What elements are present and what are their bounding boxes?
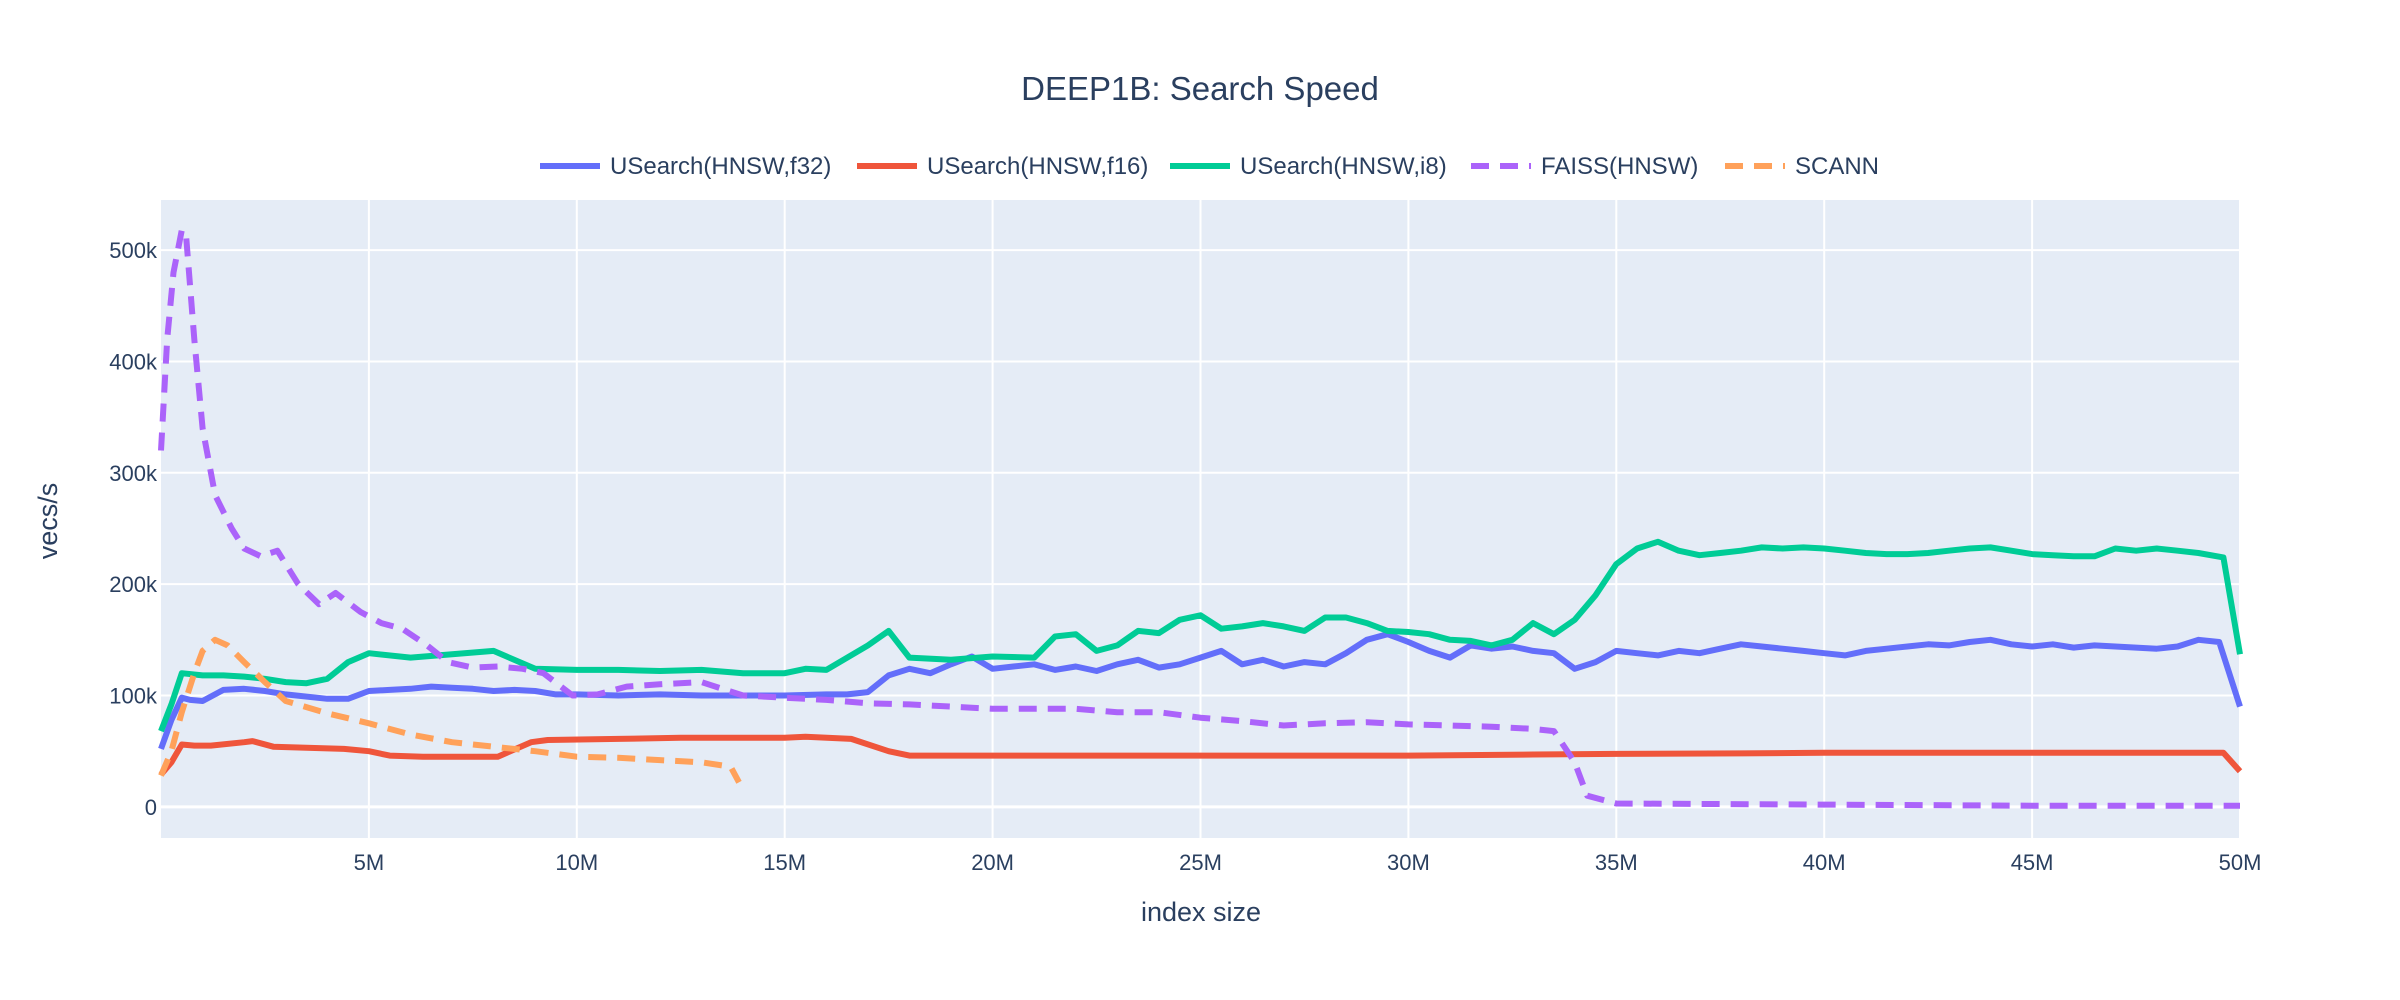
x-tick-label: 20M	[971, 850, 1014, 875]
y-axis-title: vecs/s	[33, 483, 63, 560]
legend-label: USearch(HNSW,f32)	[610, 153, 831, 180]
y-tick-label: 400k	[109, 349, 158, 374]
legend-item-usearch-hnsw-f16[interactable]: USearch(HNSW,f16)	[857, 153, 1148, 180]
series-line-usearch-hnsw-f16	[158, 733, 2243, 777]
y-tick-label: 500k	[109, 238, 158, 263]
legend-item-usearch-hnsw-i8[interactable]: USearch(HNSW,i8)	[1170, 153, 1447, 180]
legend-label: SCANN	[1795, 153, 1879, 180]
x-tick-label: 30M	[1387, 850, 1430, 875]
x-tick-label: 25M	[1179, 850, 1222, 875]
x-tick-label: 15M	[763, 850, 806, 875]
x-tick-label: 40M	[1803, 850, 1846, 875]
chart-title: DEEP1B: Search Speed	[1021, 70, 1379, 107]
series-line-scann	[158, 636, 742, 784]
y-tick-label: 300k	[109, 461, 158, 486]
legend-label: USearch(HNSW,i8)	[1240, 153, 1447, 180]
x-tick-label: 10M	[555, 850, 598, 875]
x-tick-label: 5M	[354, 850, 385, 875]
legend: USearch(HNSW,f32) USearch(HNSW,f16) USearc…	[540, 153, 1879, 180]
x-tick-label: 50M	[2219, 850, 2262, 875]
x-tick-label: 45M	[2011, 850, 2054, 875]
series-line-usearch-hnsw-i8	[158, 538, 2243, 733]
x-gridlines	[367, 200, 2241, 838]
y-tick-label: 200k	[109, 572, 158, 597]
legend-label: USearch(HNSW,f16)	[927, 153, 1148, 180]
legend-item-usearch-hnsw-f32[interactable]: USearch(HNSW,f32)	[540, 153, 831, 180]
series-layer	[158, 227, 2243, 809]
x-axis-ticks: 5M 10M 15M 20M 25M 30M 35M 40M 45M 50M	[354, 850, 2262, 875]
y-axis-ticks: 0 100k 200k 300k 400k 500k	[109, 238, 158, 820]
legend-item-scann[interactable]: SCANN	[1725, 153, 1879, 180]
series-line-faiss-hnsw	[158, 227, 2240, 809]
legend-item-faiss-hnsw[interactable]: FAISS(HNSW)	[1471, 153, 1698, 180]
x-axis-title: index size	[1141, 897, 1261, 927]
legend-label: FAISS(HNSW)	[1541, 153, 1698, 180]
y-tick-label: 100k	[109, 683, 158, 708]
series-line-usearch-hnsw-f32	[158, 631, 2243, 750]
x-tick-label: 35M	[1595, 850, 1638, 875]
y-tick-label: 0	[145, 795, 157, 820]
